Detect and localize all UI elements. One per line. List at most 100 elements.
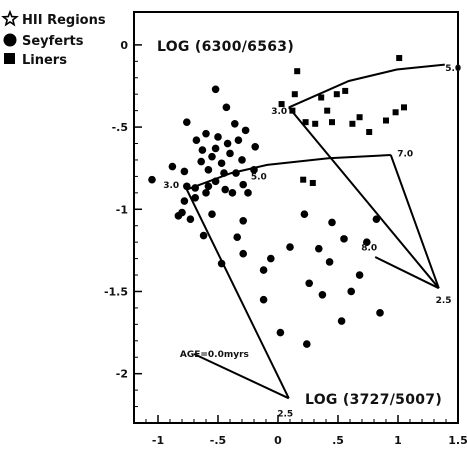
star-icon xyxy=(1,9,19,27)
liner-point xyxy=(312,120,319,127)
seyfert-point xyxy=(214,133,222,141)
liner-point xyxy=(300,176,307,183)
plot-frame xyxy=(133,11,459,424)
legend-label: HII Regions xyxy=(22,13,106,28)
curve-annotation: 2.5 xyxy=(436,296,452,306)
inner-label-x: LOG (3727/5007) xyxy=(305,392,442,408)
seyfert-point xyxy=(198,146,207,154)
seyfert-point xyxy=(325,258,334,266)
seyfert-point xyxy=(259,266,268,274)
seyfert-point xyxy=(180,197,189,205)
seyfert-point xyxy=(202,129,210,138)
curve-annotation: 7.0 xyxy=(397,150,413,160)
seyfert-point xyxy=(220,169,228,177)
seyfert-point xyxy=(217,259,226,268)
seyfert-point xyxy=(192,136,201,145)
seyfert-point xyxy=(239,180,247,189)
seyfert-point xyxy=(363,238,371,246)
liner-point xyxy=(294,68,301,75)
model-curve xyxy=(193,353,290,400)
seyfert-point xyxy=(211,85,220,94)
seyfert-point xyxy=(328,218,336,227)
seyfert-point xyxy=(186,215,195,223)
seyfert-point xyxy=(286,243,294,251)
liner-point xyxy=(302,119,309,126)
curve-annotation: 3.0 xyxy=(163,181,179,191)
y-tick-label: -.5 xyxy=(112,121,128,134)
liner-point xyxy=(356,114,363,121)
seyfert-point xyxy=(251,143,259,151)
seyfert-point xyxy=(211,144,220,153)
liner-point xyxy=(278,101,285,108)
seyfert-point xyxy=(217,159,226,168)
model-curve xyxy=(288,106,440,289)
seyfert-point xyxy=(202,189,210,197)
seyfert-point xyxy=(303,340,311,348)
seyfert-point xyxy=(222,103,231,112)
seyfert-point xyxy=(221,185,229,194)
seyfert-point xyxy=(259,295,268,304)
y-tick-label: 0 xyxy=(120,39,128,52)
seyfert-point xyxy=(234,136,243,145)
seyfert-point xyxy=(232,169,240,177)
curve-annotation: 5.0 xyxy=(445,64,461,74)
liner-point xyxy=(329,119,335,126)
model-curve xyxy=(389,154,440,289)
x-tick-label: .5 xyxy=(332,434,344,447)
liner-point xyxy=(383,117,389,124)
seyfert-point xyxy=(318,290,327,299)
seyfert-point xyxy=(197,157,205,166)
seyfert-point xyxy=(337,317,346,325)
liner-point xyxy=(324,107,331,114)
x-tick-label: -1 xyxy=(152,434,164,447)
curve-annotation: 8.0 xyxy=(361,243,377,253)
seyfert-point xyxy=(178,208,186,217)
seyfert-point xyxy=(231,119,239,128)
seyfert-point xyxy=(238,156,246,164)
seyfert-point xyxy=(211,177,220,186)
seyfert-point xyxy=(183,118,191,126)
seyfert-point xyxy=(233,233,241,242)
liner-point xyxy=(396,55,403,62)
data-points xyxy=(148,55,407,348)
x-tick-label: 1.5 xyxy=(448,434,467,447)
legend-label: Seyferts xyxy=(22,34,84,49)
seyfert-point xyxy=(241,126,250,135)
seyfert-point xyxy=(267,254,275,263)
liner-point xyxy=(333,91,340,98)
seyfert-point xyxy=(208,152,216,161)
seyfert-point xyxy=(376,309,384,317)
y-tick-label: -2 xyxy=(116,368,128,381)
seyfert-point xyxy=(180,167,189,176)
axes: -1 -.5 0 .5 1 1.5 0 -.5 -1 -1.5 -2 xyxy=(104,39,467,447)
liner-point xyxy=(342,87,349,94)
seyfert-point xyxy=(355,271,364,279)
seyfert-point xyxy=(204,166,213,174)
x-tick-label: 0 xyxy=(274,434,282,447)
seyfert-point xyxy=(305,279,314,288)
seyfert-point xyxy=(183,182,191,191)
seyfert-point xyxy=(239,249,247,258)
model-curves xyxy=(185,63,445,400)
seyfert-point xyxy=(340,235,348,243)
liner-point xyxy=(401,104,407,111)
y-tick-label: -1.5 xyxy=(104,285,128,298)
liner-point xyxy=(309,179,316,186)
seyfert-point xyxy=(250,166,258,174)
curve-annotation: 3.0 xyxy=(271,107,287,117)
seyfert-point xyxy=(226,149,234,158)
curve-annotation: 5.0 xyxy=(251,173,267,183)
seyfert-point xyxy=(239,216,247,225)
circle-icon xyxy=(3,33,17,47)
liner-point xyxy=(349,120,356,127)
seyfert-point xyxy=(168,162,177,171)
square-icon xyxy=(4,53,15,64)
x-tick-label: 1 xyxy=(394,434,402,447)
annotations: 3.0 5.0 7.0 3.0 5.0 2.5 8.0 AGE=0.0myrs 2.5 xyxy=(163,64,461,419)
seyfert-point xyxy=(228,189,237,197)
legend-label: Liners xyxy=(22,53,67,68)
seyfert-point xyxy=(276,328,285,337)
x-tick-label: -.5 xyxy=(210,434,226,447)
liner-point xyxy=(289,107,296,114)
